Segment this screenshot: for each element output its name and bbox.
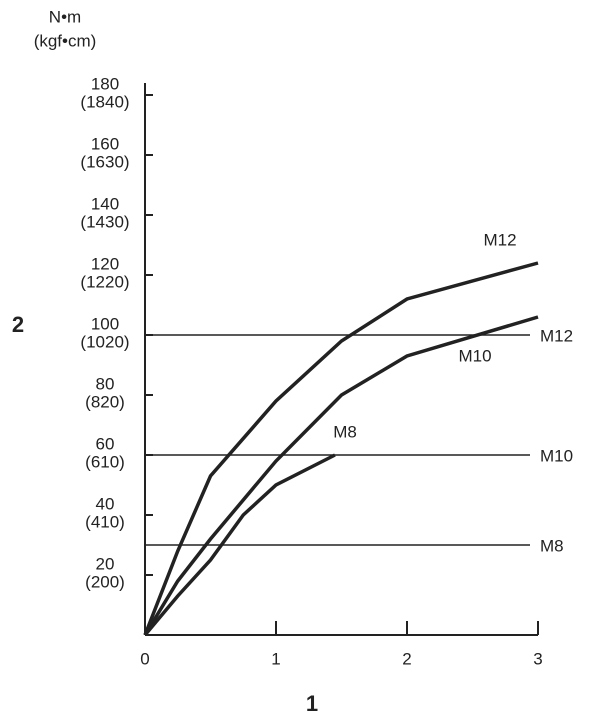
series-label: M8 (333, 422, 357, 441)
x-tick-label: 0 (140, 649, 149, 668)
y-tick-label: 140 (91, 194, 119, 213)
y-tick-label: 100 (91, 314, 119, 333)
reference-label: M12 (540, 326, 573, 345)
x-axis-label: 1 (306, 691, 318, 716)
y-tick-label: (820) (85, 392, 125, 411)
y-axis-label: 2 (12, 312, 24, 337)
y-tick-label: 80 (96, 374, 115, 393)
y-tick-label: 180 (91, 74, 119, 93)
reference-label: M10 (540, 446, 573, 465)
x-tick-label: 3 (533, 649, 542, 668)
reference-label: M8 (540, 536, 564, 555)
y-tick-label: 20 (96, 554, 115, 573)
y-tick-label: (1220) (80, 272, 129, 291)
unit-label: N•m (49, 7, 81, 26)
curve (143, 261, 539, 636)
y-tick-label: 160 (91, 134, 119, 153)
curve (143, 453, 336, 637)
series-label: M12 (483, 230, 516, 249)
curve (143, 315, 539, 636)
series-label: M10 (458, 346, 491, 365)
y-tick-label: (610) (85, 452, 125, 471)
unit-label: (kgf•cm) (34, 31, 97, 50)
y-tick-label: (1630) (80, 152, 129, 171)
x-tick-label: 1 (271, 649, 280, 668)
y-tick-label: (200) (85, 572, 125, 591)
y-tick-label: (1020) (80, 332, 129, 351)
x-tick-label: 2 (402, 649, 411, 668)
y-tick-label: 40 (96, 494, 115, 513)
y-tick-label: 60 (96, 434, 115, 453)
y-tick-label: (1430) (80, 212, 129, 231)
y-tick-label: (1840) (80, 92, 129, 111)
y-tick-label: 120 (91, 254, 119, 273)
y-tick-label: (410) (85, 512, 125, 531)
